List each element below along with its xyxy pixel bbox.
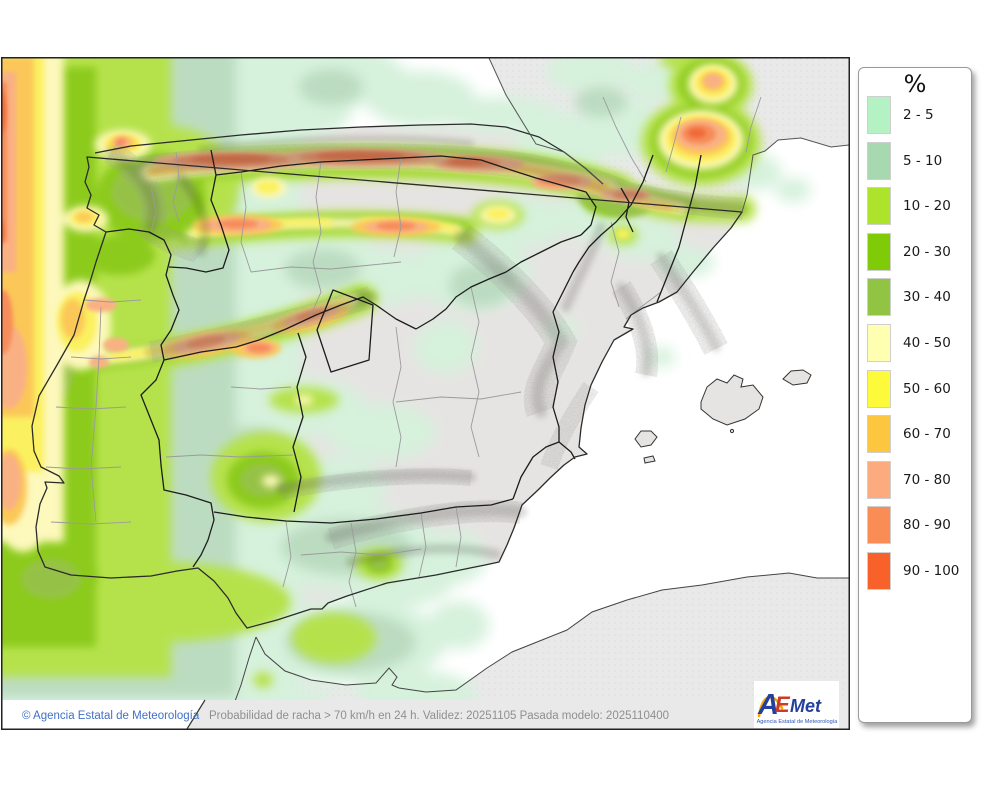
aemet-logo-letters-met: Met (790, 696, 822, 716)
legend-label: 80 - 90 (903, 517, 951, 534)
aemet-logo-letter-e: E (775, 692, 791, 717)
legend-item: 50 - 60 (859, 369, 971, 410)
aemet-logo-letter-a: A (757, 689, 779, 721)
map-frame (1, 57, 850, 730)
legend-panel: % 2 - 5 5 - 10 10 - 20 20 - 30 30 - 40 40 - 5… (858, 67, 972, 723)
legend-label: 70 - 80 (903, 471, 951, 488)
legend-item: 5 - 10 (859, 141, 971, 182)
footer-bar-white (2, 700, 205, 729)
legend-label: 30 - 40 (903, 289, 951, 306)
legend-swatch (867, 415, 891, 454)
aemet-logo-swoosh-icon (757, 695, 784, 718)
aemet-logo-subtitle: Agencia Estatal de Meteorología (757, 719, 839, 725)
legend-swatch (867, 324, 891, 362)
france-coastline (488, 58, 849, 213)
legend-item: 2 - 5 (859, 96, 971, 136)
legend-label: 20 - 30 (903, 243, 951, 260)
province-boundaries (45, 96, 762, 608)
legend-label: 2 - 5 (903, 107, 934, 123)
legend-item: 30 - 40 (859, 278, 971, 318)
footer-diagonal-divider (186, 699, 206, 729)
legend-swatch (867, 96, 891, 134)
balearic-islands (634, 369, 812, 464)
legend-item: 80 - 90 (859, 506, 971, 546)
weather-map: © Agencia Estatal de Meteorología Probab… (1, 57, 850, 730)
legend-title: % (903, 70, 927, 98)
footer-bar: © Agencia Estatal de Meteorología Probab… (2, 699, 849, 729)
legend-swatch (867, 232, 891, 271)
legend-swatch (867, 141, 891, 180)
legend-label: 5 - 10 (903, 152, 943, 169)
legend-item: 40 - 50 (859, 324, 971, 364)
region-boundaries (105, 149, 702, 568)
legend-swatch (867, 506, 891, 545)
legend-label: 40 - 50 (903, 335, 951, 351)
legend-label: 90 - 100 (903, 563, 960, 579)
legend-swatch (867, 187, 891, 226)
legend-label: 50 - 60 (903, 380, 951, 397)
legend-swatch (867, 460, 891, 499)
map-canvas: © Agencia Estatal de Meteorología Probab… (1, 57, 850, 730)
terrain-speckle (104, 142, 744, 550)
legend-swatch (867, 278, 891, 317)
aemet-logo: A E Met Agencia Estatal de Meteorología (754, 681, 839, 728)
legend-label: 10 - 20 (903, 198, 951, 215)
legend-item: 20 - 30 (859, 232, 971, 273)
legend-item: 60 - 70 (859, 415, 971, 455)
legend-item: 10 - 20 (859, 187, 971, 227)
legend-item: 70 - 80 (859, 460, 971, 501)
legend-item: 90 - 100 (859, 552, 971, 592)
legend-label: 60 - 70 (903, 426, 951, 443)
footer-copyright: © Agencia Estatal de Meteorología (22, 710, 200, 722)
footer-description: Probabilidad de racha > 70 km/h en 24 h.… (209, 710, 669, 722)
legend-swatch (867, 552, 891, 590)
legend-swatch (867, 369, 891, 408)
